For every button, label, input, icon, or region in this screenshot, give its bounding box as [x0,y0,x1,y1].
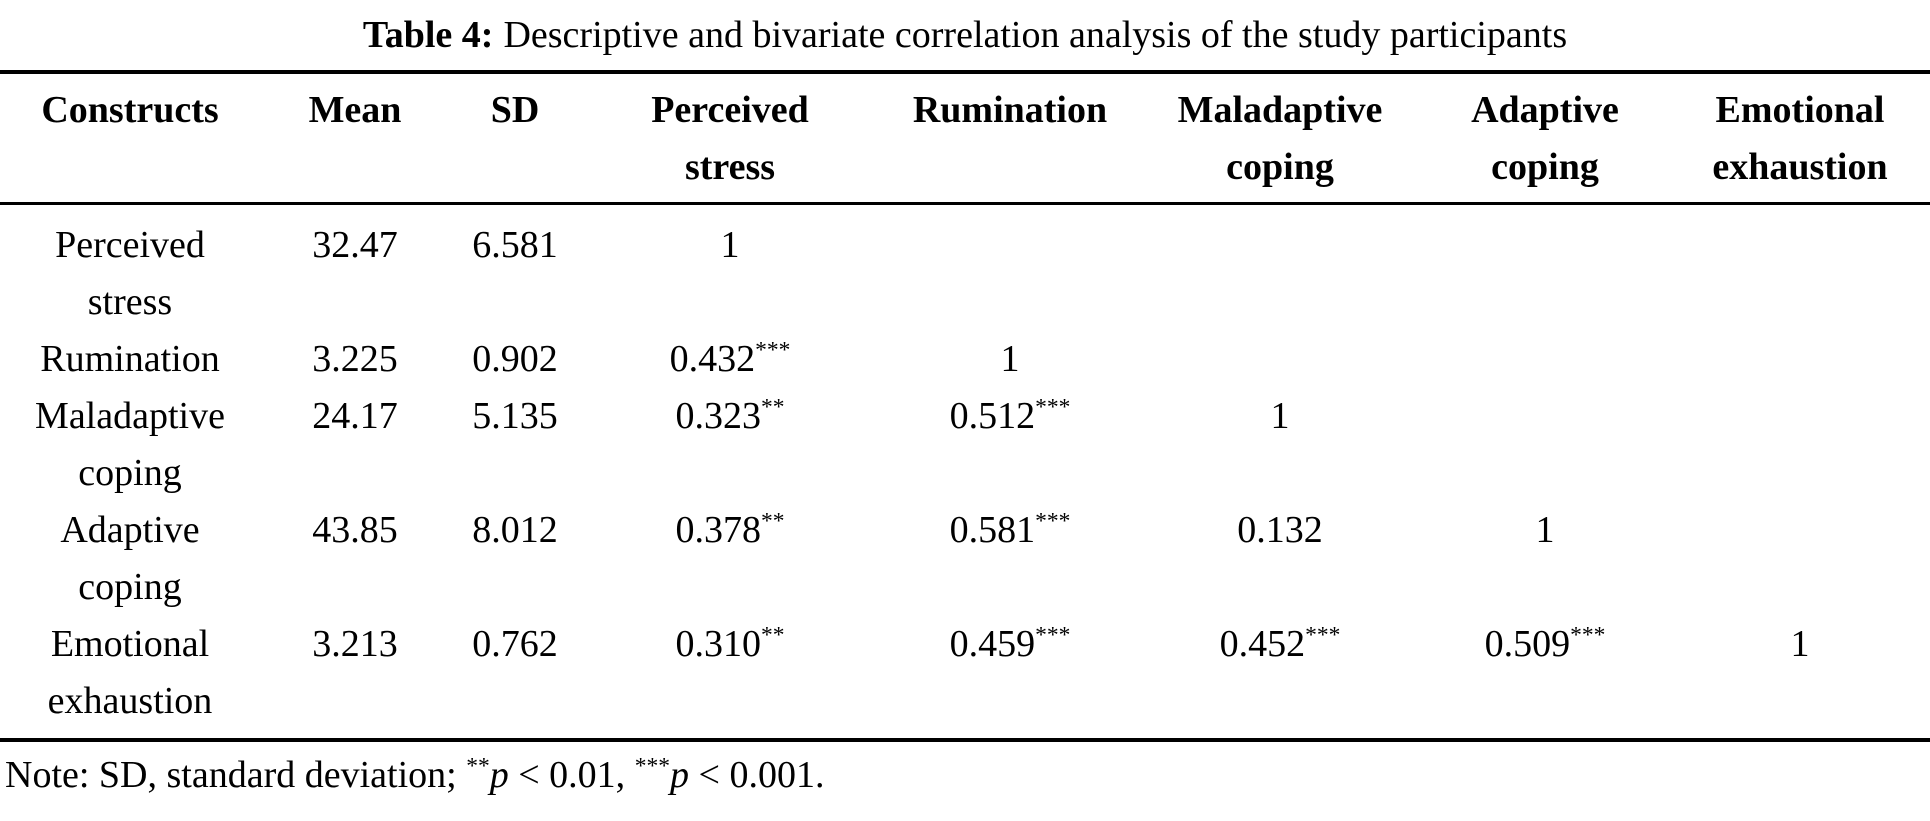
construct-label: Rumination [40,338,220,380]
p-value-symbol: p [670,754,690,796]
correlation-value [1420,331,1670,388]
correlation-value: 0.432*** [669,337,791,380]
correlation-value: 0.512*** [949,394,1071,437]
correlation-value: 0.132 [1237,509,1323,551]
significance-stars: ** [760,508,785,535]
correlation-value: 0.310** [675,622,785,665]
table-row: Maladaptive coping 24.17 5.135 0.323** 0.512*… [0,388,1930,502]
significance-stars: ** [466,753,490,780]
correlation-value [1670,502,1930,616]
table-note: Note: SD, standard deviation; **p < 0.01… [5,753,825,796]
column-header-adaptive-coping: Adaptive coping [1471,89,1619,188]
significance-stars: *** [1035,508,1071,535]
correlation-value [1670,388,1930,502]
table-caption: Table 4: Descriptive and bivariate correl… [0,0,1930,70]
significance-stars: *** [1305,622,1341,649]
column-header-rumination: Rumination [912,89,1108,131]
mean-value: 32.47 [312,224,398,266]
significance-stars: *** [1035,622,1071,649]
significance-stars: *** [634,753,671,780]
correlation-value: 0.378** [675,508,785,551]
mean-value: 3.225 [312,338,398,380]
table-caption-text: Descriptive and bivariate correlation an… [503,14,1568,56]
column-header-mean: Mean [308,89,402,131]
correlation-value: 0.581*** [949,508,1071,551]
construct-label: Maladaptive coping [35,395,225,494]
column-header-perceived-stress: Perceived stress [651,89,809,188]
construct-label: Emotional exhaustion [47,623,213,722]
significance-stars: *** [1035,394,1071,421]
correlation-value: 1 [1000,338,1020,380]
significance-stars: *** [1570,622,1606,649]
significance-stars: ** [760,394,785,421]
p-value-symbol: p [489,754,509,796]
construct-label: Perceived stress [55,224,205,323]
significance-stars: ** [760,622,785,649]
correlation-value [1140,331,1420,388]
sd-value: 8.012 [472,509,558,551]
sd-value: 5.135 [472,395,558,437]
sd-value: 0.902 [472,338,558,380]
correlation-value [1670,204,1930,332]
table-header-row: Constructs Mean SD Perceived stress Ruminatio… [0,72,1930,204]
correlation-value [1670,331,1930,388]
table-row: Emotional exhaustion 3.213 0.762 0.310** 0.45… [0,616,1930,740]
correlation-value: 1 [1270,395,1290,437]
sd-value: 6.581 [472,224,558,266]
table-row: Perceived stress 32.47 6.581 1 [0,204,1930,332]
mean-value: 24.17 [312,395,398,437]
correlation-value: 1 [720,224,740,266]
correlation-value: 0.452*** [1219,622,1341,665]
table-row: Adaptive coping 43.85 8.012 0.378** 0.581*** 0… [0,502,1930,616]
correlation-value: 0.323** [675,394,785,437]
correlation-table: Constructs Mean SD Perceived stress Ruminatio… [0,70,1930,742]
table-header-section: Constructs Mean SD Perceived stress Ruminatio… [0,72,1930,204]
column-header-constructs: Constructs [41,89,219,131]
table-row: Rumination 3.225 0.902 0.432*** 1 [0,331,1930,388]
correlation-value [1420,204,1670,332]
significance-stars: *** [755,337,791,364]
mean-value: 3.213 [312,623,398,665]
sd-value: 0.762 [472,623,558,665]
table-caption-label: Table 4: [362,14,494,56]
correlation-value: 1 [1535,509,1555,551]
correlation-value [1420,388,1670,502]
correlation-value: 1 [1790,623,1810,665]
column-header-maladaptive-coping: Maladaptive coping [1177,89,1383,188]
mean-value: 43.85 [312,509,398,551]
table-body-section: Perceived stress 32.47 6.581 1 Rumination 3.22… [0,204,1930,741]
correlation-value [1140,204,1420,332]
column-header-emotional-exhaustion: Emotional exhaustion [1712,89,1888,188]
correlation-value: 0.509*** [1484,622,1606,665]
correlation-value [880,204,1140,332]
construct-label: Adaptive coping [60,509,200,608]
column-header-sd: SD [490,89,540,131]
correlation-value: 0.459*** [949,622,1071,665]
